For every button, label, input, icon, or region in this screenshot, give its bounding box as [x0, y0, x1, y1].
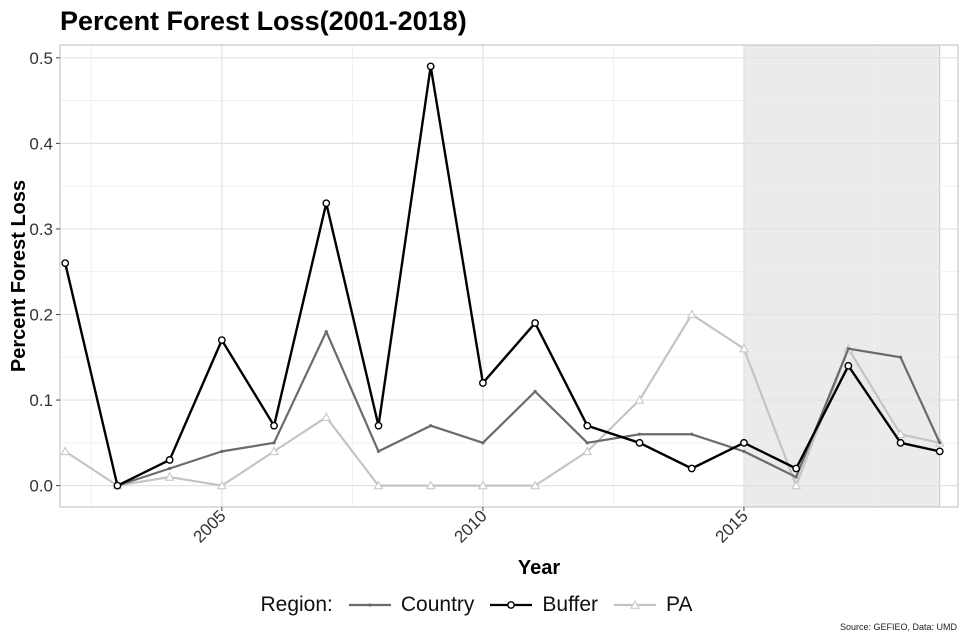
- data-point-buffer: [583, 421, 592, 430]
- data-point-pa: [530, 480, 540, 490]
- legend-key-buffer: [490, 601, 533, 609]
- data-point-pa: [60, 446, 71, 456]
- data-point-buffer: [61, 259, 70, 268]
- data-point-buffer: [792, 464, 801, 473]
- data-point-pa: [216, 480, 227, 490]
- legend-label-country: Country: [400, 593, 475, 616]
- legend-key-country: [348, 603, 391, 607]
- data-point-country: [846, 347, 850, 351]
- legend-item-buffer: Buffer: [488, 593, 598, 617]
- data-point-country: [938, 441, 942, 445]
- data-point-pa: [321, 412, 332, 421]
- data-point-country: [742, 449, 746, 453]
- x-tick-label: 2005: [189, 506, 229, 546]
- data-point-buffer: [740, 438, 748, 447]
- source-note: Source: GEFIEO, Data: UMD: [839, 622, 957, 632]
- data-point-pa: [164, 472, 175, 481]
- series-pa: [60, 309, 945, 490]
- data-point-country: [272, 441, 276, 445]
- data-point-country: [533, 389, 537, 394]
- data-point-country: [637, 432, 642, 436]
- data-point-buffer: [165, 456, 174, 464]
- y-tick-label: 0.5: [29, 49, 53, 68]
- data-point-pa: [425, 480, 436, 490]
- legend: Region: Country Buffer PA: [0, 588, 959, 622]
- plot-panel-border: [59, 44, 959, 508]
- y-tick-label: 0.2: [29, 306, 53, 325]
- legend-key-pa: [614, 599, 657, 609]
- data-point-buffer: [935, 447, 944, 456]
- legend-title: Region:: [260, 593, 333, 616]
- data-point-buffer: [322, 199, 331, 208]
- y-tick-label: 0.0: [29, 477, 53, 496]
- y-tick-label: 0.3: [29, 220, 53, 239]
- data-point-pa: [686, 309, 697, 319]
- data-point-country: [481, 441, 485, 445]
- data-point-buffer: [374, 421, 383, 430]
- data-point-country: [898, 355, 903, 359]
- legend-key-marker: [368, 603, 372, 607]
- data-point-country: [376, 449, 381, 453]
- legend-label-buffer: Buffer: [542, 593, 599, 616]
- data-point-pa: [791, 480, 802, 490]
- data-point-country: [168, 466, 172, 471]
- data-point-buffer: [844, 361, 853, 370]
- data-point-buffer: [635, 438, 644, 447]
- x-tick-label: 2010: [451, 506, 491, 546]
- data-point-pa: [269, 446, 279, 456]
- data-point-country: [690, 432, 694, 436]
- legend-label-pa: PA: [666, 593, 693, 616]
- y-tick-label: 0.4: [29, 134, 53, 153]
- data-point-country: [220, 449, 224, 453]
- data-point-buffer: [687, 464, 696, 473]
- data-point-buffer: [531, 319, 540, 327]
- data-point-buffer: [217, 336, 226, 345]
- chart-title: Percent Forest Loss(2001-2018): [60, 6, 467, 36]
- data-point-buffer: [270, 421, 278, 430]
- legend-key-marker: [507, 601, 516, 609]
- data-point-country: [429, 424, 433, 428]
- legend-item-country: Country: [347, 593, 475, 617]
- x-axis-title: Year: [518, 557, 560, 579]
- x-tick-label: 2015: [712, 506, 752, 546]
- data-point-buffer: [478, 379, 487, 387]
- data-point-pa: [373, 480, 384, 490]
- data-point-pa: [478, 480, 488, 490]
- data-point-country: [794, 475, 798, 479]
- data-point-buffer: [896, 438, 905, 447]
- shaded-region: [743, 44, 941, 508]
- data-point-pa: [895, 429, 906, 438]
- data-point-pa: [739, 343, 749, 353]
- data-point-country: [585, 441, 589, 445]
- y-axis-title: Percent Forest Loss: [8, 180, 30, 372]
- data-point-buffer: [426, 62, 435, 71]
- series-buffer: [61, 62, 944, 490]
- data-point-pa: [634, 395, 645, 404]
- legend-key-marker: [630, 599, 640, 609]
- legend-item-pa: PA: [612, 593, 693, 617]
- y-tick-label: 0.1: [29, 391, 53, 410]
- line-chart: 0.0 0.1 0.2 0.3 0.4 0.5 2005 2010 2015 Year Percen…: [8, 44, 959, 579]
- series-line-buffer: [64, 65, 940, 487]
- data-point-pa: [582, 446, 593, 456]
- data-point-buffer: [113, 481, 122, 490]
- data-point-country: [324, 330, 328, 334]
- series-line-pa: [64, 313, 940, 487]
